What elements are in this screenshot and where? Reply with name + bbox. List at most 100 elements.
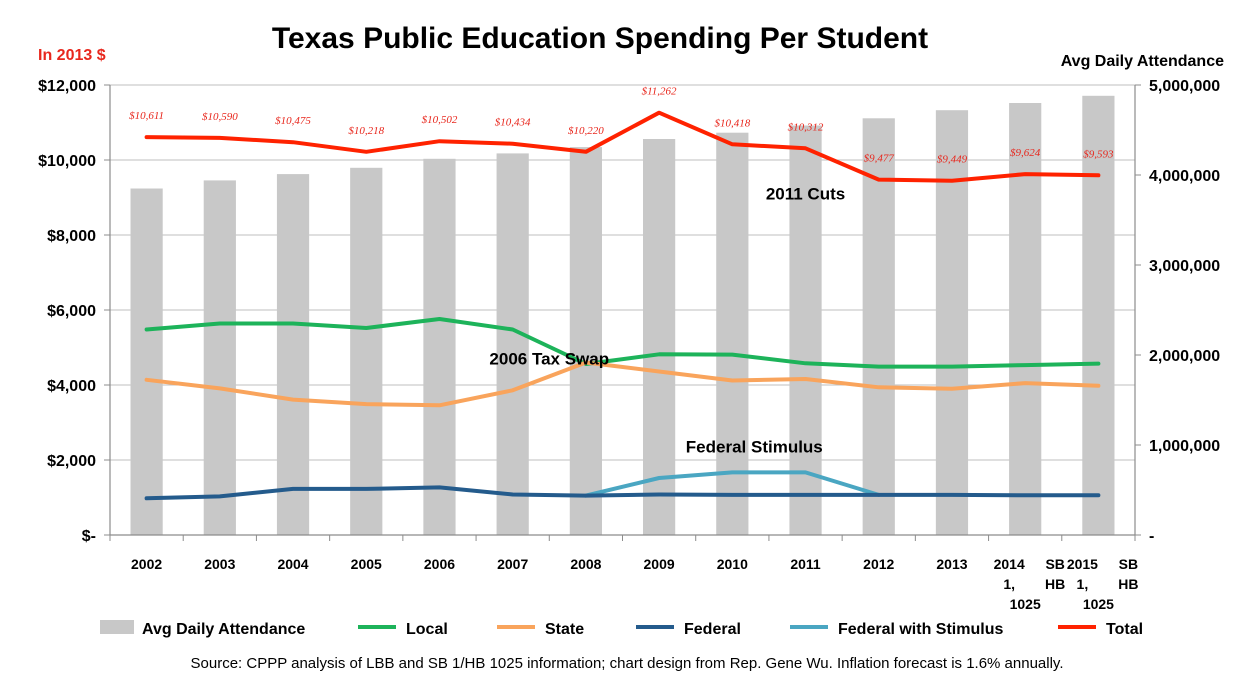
total-data-label: $9,593 xyxy=(1083,148,1114,160)
total-line xyxy=(144,110,1101,183)
left-tick-label: $- xyxy=(82,528,96,545)
total-data-label: $9,477 xyxy=(864,153,895,165)
total-data-label: $10,418 xyxy=(714,117,750,129)
total-data-label: $10,312 xyxy=(788,121,824,133)
total-data-label: $9,624 xyxy=(1010,147,1041,159)
x-tick-line: SB xyxy=(1045,556,1064,572)
x-tick-line: 2002 xyxy=(131,556,162,572)
attendance-bar xyxy=(862,118,895,536)
attendance-bar xyxy=(203,180,236,535)
legend-label-total: Total xyxy=(1106,621,1143,638)
total-data-label: $10,590 xyxy=(202,111,238,123)
x-tick-line: SB xyxy=(1119,556,1138,572)
annotation-label: Federal Stimulus xyxy=(686,438,823,457)
state-line xyxy=(144,360,1101,408)
left-tick-label: $2,000 xyxy=(47,453,96,470)
legend: Avg Daily Attendance Local State Federal Fed… xyxy=(100,620,1143,638)
right-tick-label: 4,000,000 xyxy=(1149,168,1220,185)
total-data-label: $9,449 xyxy=(937,154,968,166)
right-tick-label: 3,000,000 xyxy=(1149,258,1220,275)
source-note: Source: CPPP analysis of LBB and SB 1/HB… xyxy=(191,655,1064,672)
x-tick-line: 2015 xyxy=(1067,556,1098,572)
legend-label-federal-with-stimulus: Federal with Stimulus xyxy=(838,621,1003,638)
right-tick-label: 2,000,000 xyxy=(1149,348,1220,365)
legend-label-federal: Federal xyxy=(684,621,741,638)
x-tick-label: 2004 xyxy=(277,556,308,572)
attendance-bar xyxy=(423,158,456,536)
x-tick-label: 2014 SB 1, HB 1025 xyxy=(994,556,1066,612)
left-tick-label: $4,000 xyxy=(47,378,96,395)
annotation-label: 2006 Tax Swap xyxy=(489,349,609,368)
attendance-bar xyxy=(643,139,676,535)
x-tick-line: 1, xyxy=(1077,576,1089,592)
attendance-bar xyxy=(789,125,822,535)
attendance-bar xyxy=(935,110,969,535)
x-tick-label: 2010 xyxy=(717,556,748,572)
x-tick-label: 2005 xyxy=(351,556,382,572)
x-tick-line: 2010 xyxy=(717,556,748,572)
annotation-label: 2011 Cuts xyxy=(766,184,845,203)
attendance-bar xyxy=(276,174,310,535)
total-data-labels: $10,611 $10,590 $10,475 $10,218 $10,502 $10,4… xyxy=(129,86,1114,166)
attendance-bar xyxy=(569,147,602,535)
x-tick-label: 2015 SB 1, HB 1025 xyxy=(1067,556,1139,612)
left-tick-label: $12,000 xyxy=(38,78,96,95)
x-tick-line: 2003 xyxy=(204,556,235,572)
x-tick-label: 2006 xyxy=(424,556,455,572)
attendance-bar xyxy=(496,153,529,535)
left-tick-label: $8,000 xyxy=(47,228,96,245)
chart-title: Texas Public Education Spending Per Stud… xyxy=(272,22,928,55)
attendance-bar xyxy=(1082,95,1115,536)
attendance-bar xyxy=(716,132,749,535)
x-tick-line: 1, xyxy=(1003,576,1015,592)
x-tick-line: 2008 xyxy=(570,556,601,572)
x-tick-label: 2009 xyxy=(644,556,675,572)
x-tick-line: HB xyxy=(1118,576,1138,592)
right-tick-label: 5,000,000 xyxy=(1149,78,1220,95)
total-data-label: $10,611 xyxy=(129,110,164,122)
total-data-label: $10,218 xyxy=(348,125,384,137)
x-tick-line: 2014 xyxy=(994,556,1025,572)
total-data-label: $10,220 xyxy=(568,125,604,137)
left-axis-unit-label: In 2013 $ xyxy=(38,47,106,64)
x-tick-line: 2012 xyxy=(863,556,894,572)
federal-with-stimulus-line xyxy=(583,470,881,498)
attendance-bar xyxy=(350,167,383,536)
right-tick-label: 1,000,000 xyxy=(1149,438,1220,455)
x-tick-labels: 2002 2003 2004 2005 2006 2007 2008 2009 2010 2011… xyxy=(131,556,1138,612)
x-tick-line: 2006 xyxy=(424,556,455,572)
x-tick-line: 1025 xyxy=(1010,596,1041,612)
legend-swatch-avg-daily-attendance xyxy=(100,620,134,634)
x-tick-line: HB xyxy=(1045,576,1065,592)
axes xyxy=(104,84,1141,541)
legend-label-state: State xyxy=(545,621,584,638)
local-line xyxy=(144,317,1101,369)
x-tick-label: 2008 xyxy=(570,556,601,572)
x-tick-line: 2004 xyxy=(277,556,308,572)
x-tick-line: 2009 xyxy=(644,556,675,572)
x-tick-label: 2011 xyxy=(790,556,821,572)
x-tick-label: 2003 xyxy=(204,556,235,572)
attendance-bar xyxy=(1009,103,1042,535)
attendance-bars xyxy=(130,95,1115,536)
left-tick-label: $10,000 xyxy=(38,153,96,170)
y-tick-labels: $- $2,000 $4,000 $6,000 $8,000 $10,000 $12,000… xyxy=(38,78,1220,545)
x-tick-line: 2005 xyxy=(351,556,382,572)
x-tick-line: 2013 xyxy=(936,556,967,572)
x-tick-label: 2007 xyxy=(497,556,528,572)
x-tick-line: 2011 xyxy=(790,556,821,572)
total-data-label: $10,502 xyxy=(422,114,458,126)
legend-label-avg-daily-attendance: Avg Daily Attendance xyxy=(142,621,305,638)
x-tick-label: 2012 xyxy=(863,556,894,572)
right-tick-label: - xyxy=(1149,528,1154,545)
annotations: 2011 Cuts 2006 Tax Swap Federal Stimulus xyxy=(489,184,845,456)
series-lines xyxy=(144,110,1101,501)
total-data-label: $10,475 xyxy=(275,115,311,127)
right-axis-label: Avg Daily Attendance xyxy=(1061,53,1224,70)
legend-label-local: Local xyxy=(406,621,448,638)
federal-line xyxy=(144,485,1101,501)
total-data-label: $11,262 xyxy=(642,86,677,98)
x-tick-line: 2007 xyxy=(497,556,528,572)
total-data-label: $10,434 xyxy=(495,117,531,129)
